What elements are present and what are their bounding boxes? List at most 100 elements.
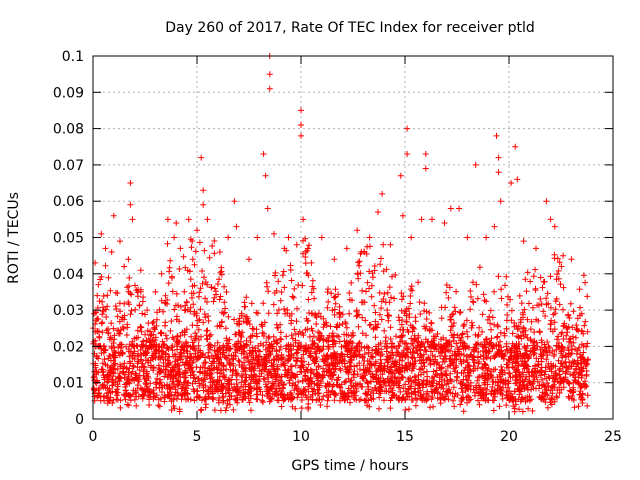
data-point — [243, 294, 250, 301]
data-point — [511, 349, 518, 356]
data-point — [478, 395, 485, 402]
data-point — [146, 402, 153, 408]
data-point — [117, 327, 124, 333]
data-point — [324, 334, 331, 341]
data-point — [97, 393, 104, 400]
data-point-outlier — [171, 234, 178, 241]
data-point-outlier — [127, 180, 134, 186]
data-point — [566, 395, 573, 401]
data-point — [584, 328, 591, 335]
data-point — [281, 284, 288, 291]
data-point — [508, 390, 514, 397]
data-point — [428, 320, 435, 327]
data-point — [483, 298, 490, 305]
data-point — [300, 351, 307, 358]
data-point — [516, 391, 523, 398]
data-point — [345, 342, 352, 349]
data-point — [404, 366, 411, 373]
data-point — [413, 347, 420, 354]
data-point — [151, 341, 158, 348]
data-point — [544, 404, 551, 411]
data-point — [570, 308, 577, 315]
data-point — [151, 325, 158, 332]
data-point — [488, 388, 495, 395]
data-point — [579, 391, 586, 398]
data-point — [403, 391, 410, 397]
data-point — [548, 317, 555, 324]
data-point — [552, 306, 559, 313]
data-point-outlier — [152, 288, 159, 295]
data-point — [509, 394, 516, 401]
data-point — [559, 329, 565, 336]
data-point — [418, 342, 425, 349]
data-point — [309, 378, 316, 385]
data-point — [566, 380, 573, 387]
data-point — [277, 297, 284, 304]
data-point-outlier — [164, 216, 171, 223]
data-point — [270, 301, 277, 308]
data-point — [533, 316, 540, 323]
x-tick-label: 5 — [193, 429, 202, 445]
data-point — [103, 314, 110, 320]
data-point — [429, 341, 436, 348]
data-point — [494, 349, 501, 356]
data-point — [176, 380, 183, 386]
data-point — [187, 364, 194, 371]
data-point — [274, 310, 281, 317]
data-point — [459, 343, 466, 350]
data-point — [352, 392, 359, 399]
data-point — [433, 333, 439, 340]
data-point — [465, 372, 472, 379]
data-point — [142, 331, 149, 338]
data-point — [362, 372, 368, 379]
data-point — [292, 339, 299, 346]
data-point — [181, 329, 188, 336]
data-point-outlier — [194, 227, 200, 234]
data-point — [226, 396, 233, 403]
data-point — [557, 379, 563, 385]
data-point — [202, 295, 209, 302]
data-point — [185, 379, 192, 386]
data-point — [400, 326, 407, 333]
data-point — [125, 283, 132, 290]
data-point-outlier — [102, 245, 109, 252]
data-point — [549, 328, 556, 335]
data-point — [271, 357, 278, 364]
data-point — [584, 402, 591, 409]
data-point — [114, 392, 121, 399]
data-point — [503, 325, 510, 332]
data-point — [584, 357, 591, 364]
data-point — [254, 386, 261, 393]
data-point — [331, 337, 338, 344]
data-point — [220, 399, 227, 406]
data-point — [289, 394, 296, 401]
data-point — [554, 387, 561, 394]
data-point — [160, 341, 167, 347]
data-point — [451, 368, 458, 375]
data-point — [161, 398, 168, 405]
data-point — [481, 341, 488, 348]
y-tick-label: 0.09 — [53, 85, 84, 101]
data-point — [543, 356, 550, 363]
data-point — [211, 342, 218, 349]
data-point — [250, 376, 257, 383]
data-point — [371, 362, 378, 369]
data-point — [331, 397, 338, 404]
data-point-outlier — [354, 227, 361, 234]
data-point — [97, 276, 104, 283]
data-point — [206, 372, 213, 379]
data-point — [491, 321, 498, 328]
data-point — [142, 388, 149, 395]
data-point-outlier — [200, 187, 207, 194]
data-point — [538, 367, 544, 374]
data-point — [412, 335, 418, 342]
data-point — [457, 337, 464, 344]
data-point — [286, 313, 293, 319]
data-point — [105, 329, 112, 336]
data-point — [364, 402, 371, 409]
data-point-outlier — [512, 143, 519, 150]
data-point — [158, 329, 165, 336]
data-point — [111, 360, 118, 367]
data-point — [565, 393, 572, 400]
data-point — [498, 367, 505, 374]
